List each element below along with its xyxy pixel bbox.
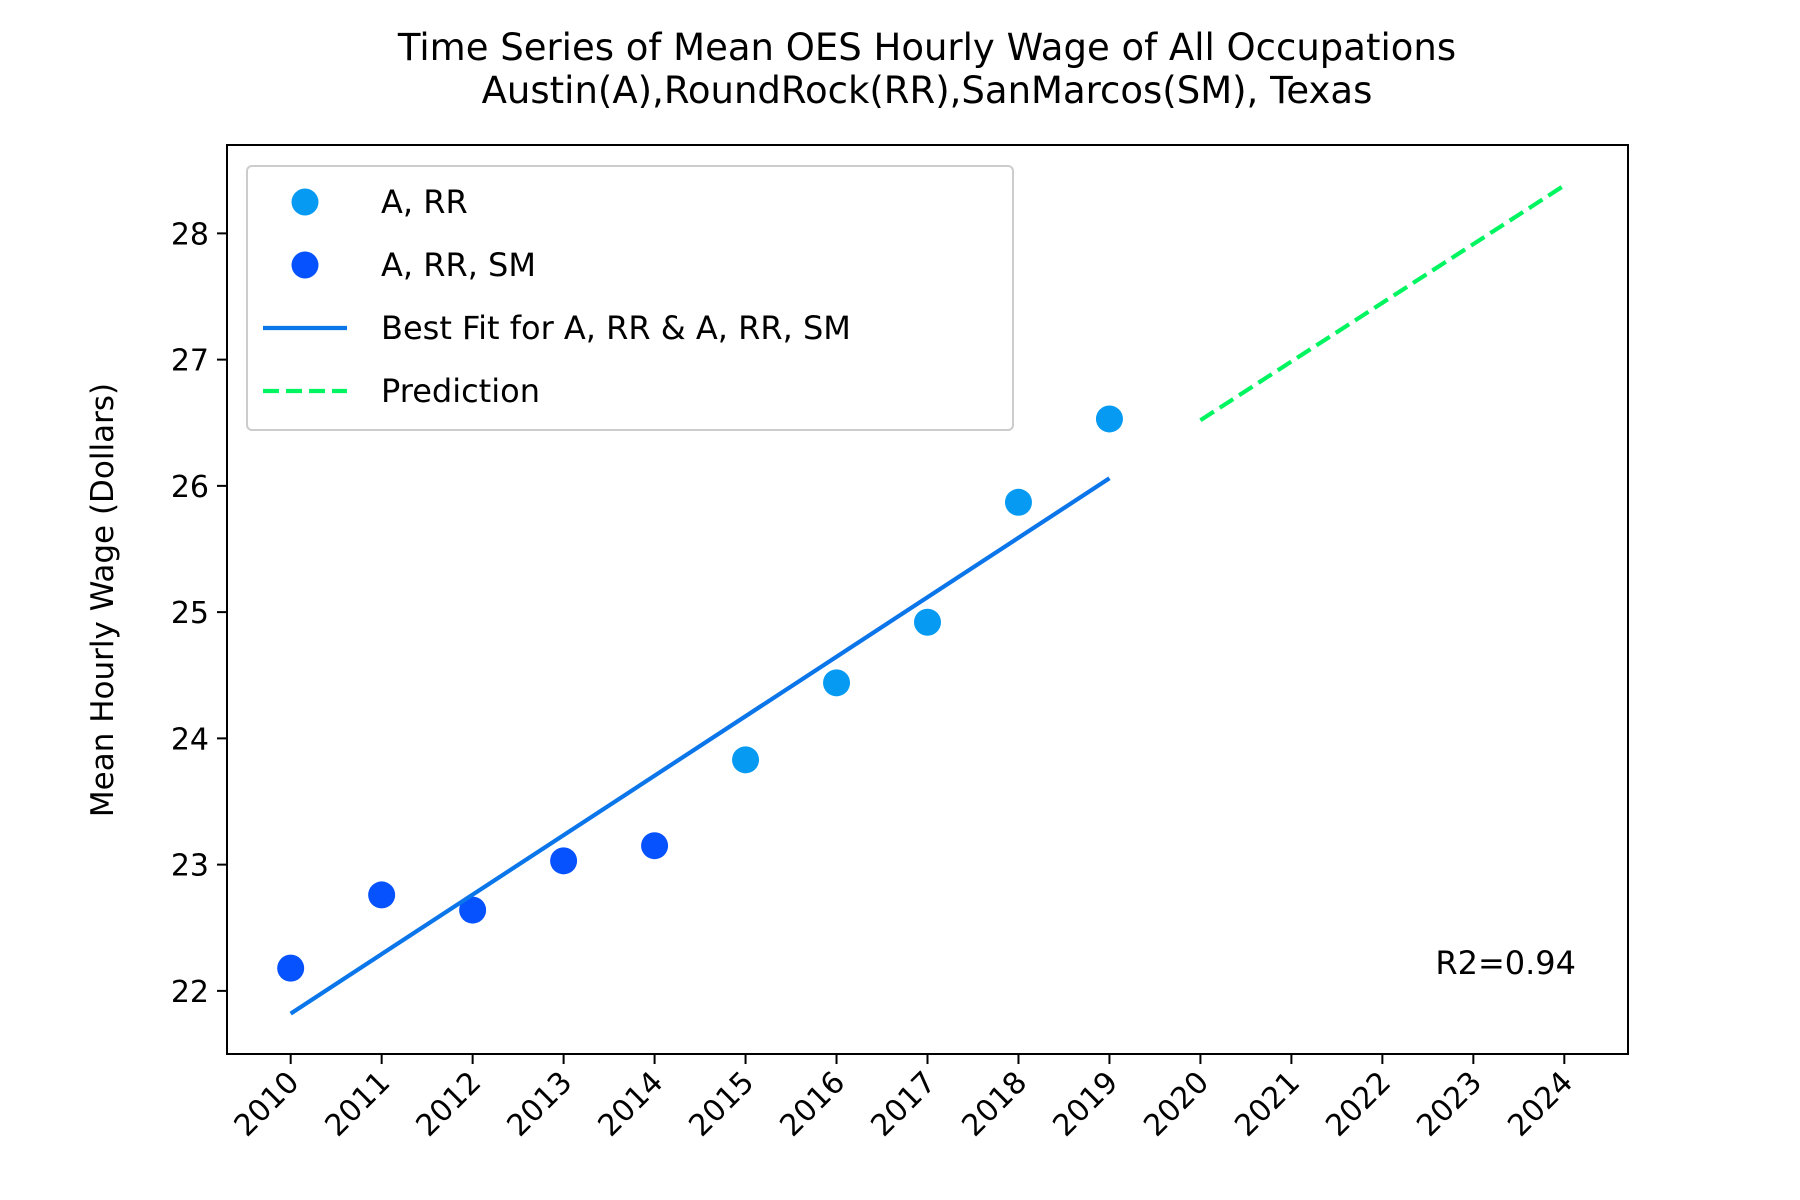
chart-title-line-2: Austin(A),RoundRock(RR),SanMarcos(SM), T… <box>482 69 1373 112</box>
y-tick-label: 27 <box>171 344 209 379</box>
y-axis-ticks: 22 23 24 25 26 27 28 <box>171 217 227 1010</box>
x-tick-label: 2015 <box>682 1065 761 1144</box>
legend-label-3: Prediction <box>381 372 540 410</box>
point-a-rr-2016 <box>823 669 851 697</box>
x-axis-ticks: 2010 2011 2012 2013 2014 2015 2016 2017 2018 2019… <box>228 1054 1580 1144</box>
y-axis-label-group: Mean Hourly Wage (Dollars) <box>85 383 121 817</box>
x-tick-label: 2019 <box>1046 1065 1125 1144</box>
r2-annotation: R2=0.94 <box>1435 944 1576 982</box>
y-tick-label: 22 <box>171 975 209 1010</box>
prediction-line <box>1199 183 1566 422</box>
y-axis-label: Mean Hourly Wage (Dollars) <box>85 383 121 817</box>
x-tick-label: 2011 <box>319 1065 398 1144</box>
legend-marker-1 <box>291 251 319 279</box>
x-tick-label: 2023 <box>1410 1065 1489 1144</box>
point-a-rr-sm-2012 <box>459 896 487 924</box>
chart-title: Time Series of Mean OES Hourly Wage of A… <box>397 26 1456 112</box>
point-a-rr-sm-2011 <box>368 881 396 909</box>
x-tick-label: 2017 <box>864 1065 943 1144</box>
y-tick-label: 28 <box>171 217 209 252</box>
legend-marker-0 <box>291 188 319 216</box>
plot-area <box>226 144 1629 1055</box>
x-tick-label: 2021 <box>1228 1065 1307 1144</box>
best-fit-line <box>289 476 1111 1016</box>
legend-label-0: A, RR <box>381 183 468 221</box>
legend-label-2: Best Fit for A, RR & A, RR, SM <box>381 309 851 347</box>
chart-title-line-1: Time Series of Mean OES Hourly Wage of A… <box>397 26 1456 69</box>
x-tick-label: 2020 <box>1137 1065 1216 1144</box>
point-a-rr-2015 <box>732 746 760 774</box>
x-tick-label: 2022 <box>1319 1065 1398 1144</box>
y-tick-label: 26 <box>171 470 209 505</box>
legend-label-1: A, RR, SM <box>381 246 536 284</box>
point-a-rr-2018 <box>1004 488 1032 516</box>
annotations: R2=0.94 <box>1435 944 1576 982</box>
legend: A, RR A, RR, SM Best Fit for A, RR & A, RR… <box>246 165 1014 431</box>
x-tick-label: 2018 <box>955 1065 1034 1144</box>
x-tick-label: 2012 <box>410 1065 489 1144</box>
y-tick-label: 23 <box>171 849 209 884</box>
x-tick-label: 2013 <box>501 1065 580 1144</box>
point-a-rr-2017 <box>914 608 941 636</box>
point-a-rr-sm-2010 <box>277 954 305 982</box>
x-tick-label: 2024 <box>1501 1065 1580 1144</box>
x-tick-label: 2016 <box>773 1065 852 1144</box>
y-tick-label: 24 <box>171 722 209 757</box>
x-tick-label: 2010 <box>228 1065 307 1144</box>
point-a-rr-sm-2013 <box>550 847 578 875</box>
point-a-rr-sm-2014 <box>641 832 669 860</box>
y-tick-label: 25 <box>171 596 209 631</box>
legend-box <box>246 165 1014 431</box>
point-a-rr-2019 <box>1095 405 1123 433</box>
x-tick-label: 2014 <box>591 1065 670 1144</box>
